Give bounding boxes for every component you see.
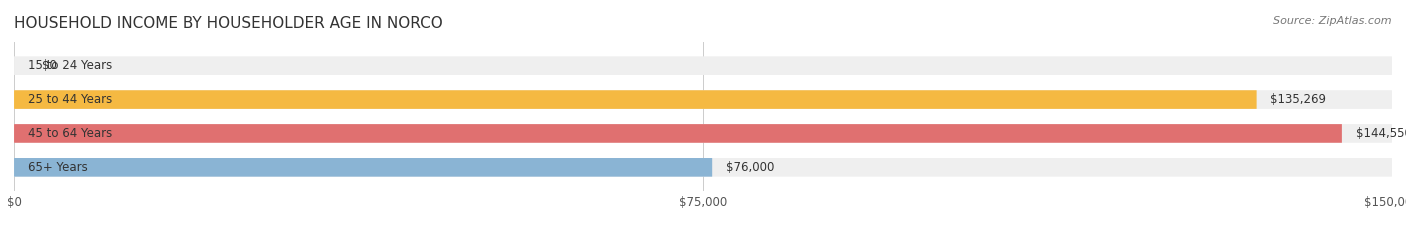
FancyBboxPatch shape [14,124,1392,143]
Text: $0: $0 [42,59,56,72]
FancyBboxPatch shape [14,158,713,177]
Text: HOUSEHOLD INCOME BY HOUSEHOLDER AGE IN NORCO: HOUSEHOLD INCOME BY HOUSEHOLDER AGE IN N… [14,16,443,31]
FancyBboxPatch shape [14,90,1392,109]
Text: $76,000: $76,000 [725,161,775,174]
FancyBboxPatch shape [14,56,1392,75]
FancyBboxPatch shape [14,158,1392,177]
Text: 25 to 44 Years: 25 to 44 Years [28,93,112,106]
Text: $135,269: $135,269 [1271,93,1326,106]
FancyBboxPatch shape [14,90,1257,109]
Text: 15 to 24 Years: 15 to 24 Years [28,59,112,72]
Text: 65+ Years: 65+ Years [28,161,87,174]
Text: $144,550: $144,550 [1355,127,1406,140]
FancyBboxPatch shape [14,124,1341,143]
Text: Source: ZipAtlas.com: Source: ZipAtlas.com [1274,16,1392,26]
Text: 45 to 64 Years: 45 to 64 Years [28,127,112,140]
